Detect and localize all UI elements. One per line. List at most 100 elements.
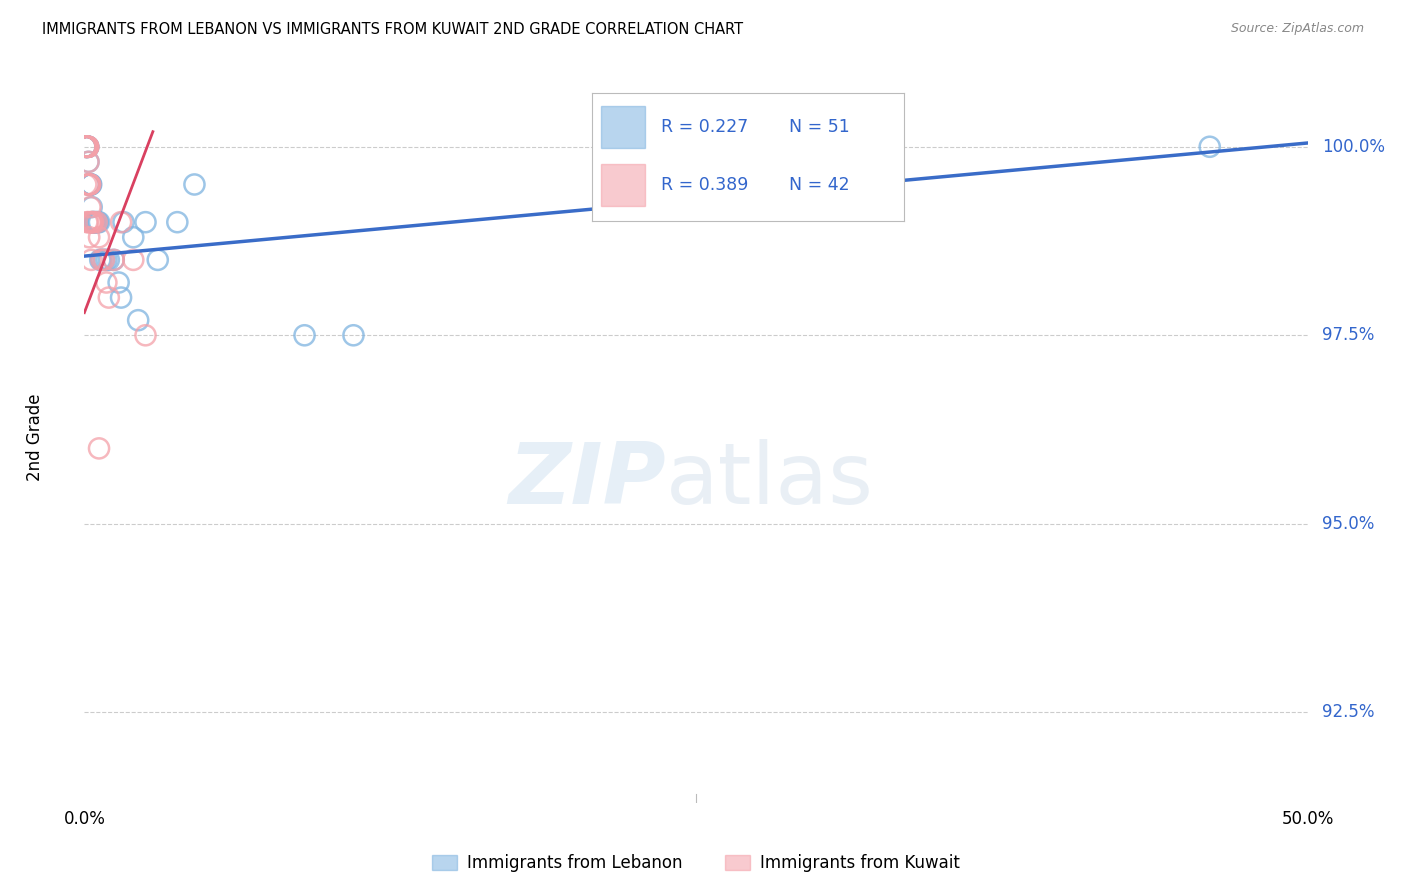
Point xyxy=(76,140,98,154)
Point xyxy=(76,140,98,154)
Point xyxy=(77,178,100,192)
Point xyxy=(76,140,98,154)
Point xyxy=(79,178,101,192)
Point xyxy=(75,140,97,154)
Point xyxy=(79,200,101,214)
Point xyxy=(82,215,104,229)
Point xyxy=(97,291,120,305)
Point xyxy=(83,215,105,229)
Text: 100.0%: 100.0% xyxy=(1322,137,1385,156)
Point xyxy=(77,140,100,154)
Point xyxy=(1198,140,1220,154)
Text: ZIP: ZIP xyxy=(508,440,665,523)
Point xyxy=(75,178,97,192)
Point xyxy=(76,140,98,154)
Point xyxy=(75,140,97,154)
Point xyxy=(82,215,104,229)
Point xyxy=(166,215,188,229)
Point xyxy=(93,252,115,267)
Text: R = 0.389: R = 0.389 xyxy=(661,176,748,194)
Point xyxy=(80,252,103,267)
Point xyxy=(79,178,101,192)
Point xyxy=(84,215,107,229)
Point xyxy=(107,276,129,290)
Point xyxy=(89,252,111,267)
Point xyxy=(76,140,98,154)
Point xyxy=(75,140,97,154)
Text: 95.0%: 95.0% xyxy=(1322,515,1375,533)
Point xyxy=(110,291,132,305)
Point xyxy=(77,140,100,154)
Point xyxy=(79,178,101,192)
Point xyxy=(77,140,100,154)
Point xyxy=(77,154,100,169)
Point xyxy=(103,252,125,267)
Point xyxy=(80,215,103,229)
Point xyxy=(76,140,98,154)
Point xyxy=(80,178,103,192)
Point xyxy=(83,215,105,229)
Text: atlas: atlas xyxy=(665,440,873,523)
Text: 2nd Grade: 2nd Grade xyxy=(27,393,45,481)
Text: R = 0.227: R = 0.227 xyxy=(661,119,748,136)
Point xyxy=(75,140,97,154)
Point xyxy=(76,140,98,154)
Point xyxy=(76,140,98,154)
Point xyxy=(79,178,101,192)
Point xyxy=(294,328,316,343)
Bar xyxy=(602,164,645,206)
Text: N = 51: N = 51 xyxy=(789,119,849,136)
Text: IMMIGRANTS FROM LEBANON VS IMMIGRANTS FROM KUWAIT 2ND GRADE CORRELATION CHART: IMMIGRANTS FROM LEBANON VS IMMIGRANTS FR… xyxy=(42,22,744,37)
Point xyxy=(79,178,101,192)
Point xyxy=(97,252,120,267)
Point xyxy=(103,252,125,267)
Point xyxy=(110,215,132,229)
Point xyxy=(82,215,104,229)
Point xyxy=(77,154,100,169)
Point xyxy=(86,215,108,229)
Point xyxy=(77,178,100,192)
Point xyxy=(122,252,145,267)
Point xyxy=(80,215,103,229)
Legend: Immigrants from Lebanon, Immigrants from Kuwait: Immigrants from Lebanon, Immigrants from… xyxy=(426,847,966,879)
Point xyxy=(135,215,157,229)
Point xyxy=(77,140,100,154)
Point xyxy=(80,215,103,229)
Point xyxy=(183,178,205,192)
Point xyxy=(76,140,98,154)
Text: Source: ZipAtlas.com: Source: ZipAtlas.com xyxy=(1230,22,1364,36)
Point xyxy=(77,140,100,154)
Point xyxy=(87,215,110,229)
Point xyxy=(77,140,100,154)
Point xyxy=(90,252,112,267)
Point xyxy=(77,230,100,244)
Point xyxy=(146,252,169,267)
Point xyxy=(76,140,98,154)
Point xyxy=(82,215,104,229)
Point xyxy=(96,276,118,290)
Point xyxy=(76,140,98,154)
Point xyxy=(76,215,98,229)
Point xyxy=(86,215,108,229)
Point xyxy=(79,178,101,192)
Point xyxy=(93,252,115,267)
Point xyxy=(77,178,100,192)
Point xyxy=(122,230,145,244)
Point xyxy=(83,215,105,229)
Point xyxy=(127,313,149,327)
Point xyxy=(80,178,103,192)
Point xyxy=(87,230,110,244)
Point xyxy=(342,328,364,343)
Point xyxy=(76,140,98,154)
Point xyxy=(75,140,97,154)
Point xyxy=(87,215,110,229)
Text: 92.5%: 92.5% xyxy=(1322,703,1375,722)
Point xyxy=(90,252,112,267)
Text: 97.5%: 97.5% xyxy=(1322,326,1375,344)
Point xyxy=(96,252,118,267)
Point xyxy=(80,200,103,214)
Point xyxy=(75,140,97,154)
Point xyxy=(75,140,97,154)
Point xyxy=(112,215,135,229)
Bar xyxy=(602,106,645,148)
